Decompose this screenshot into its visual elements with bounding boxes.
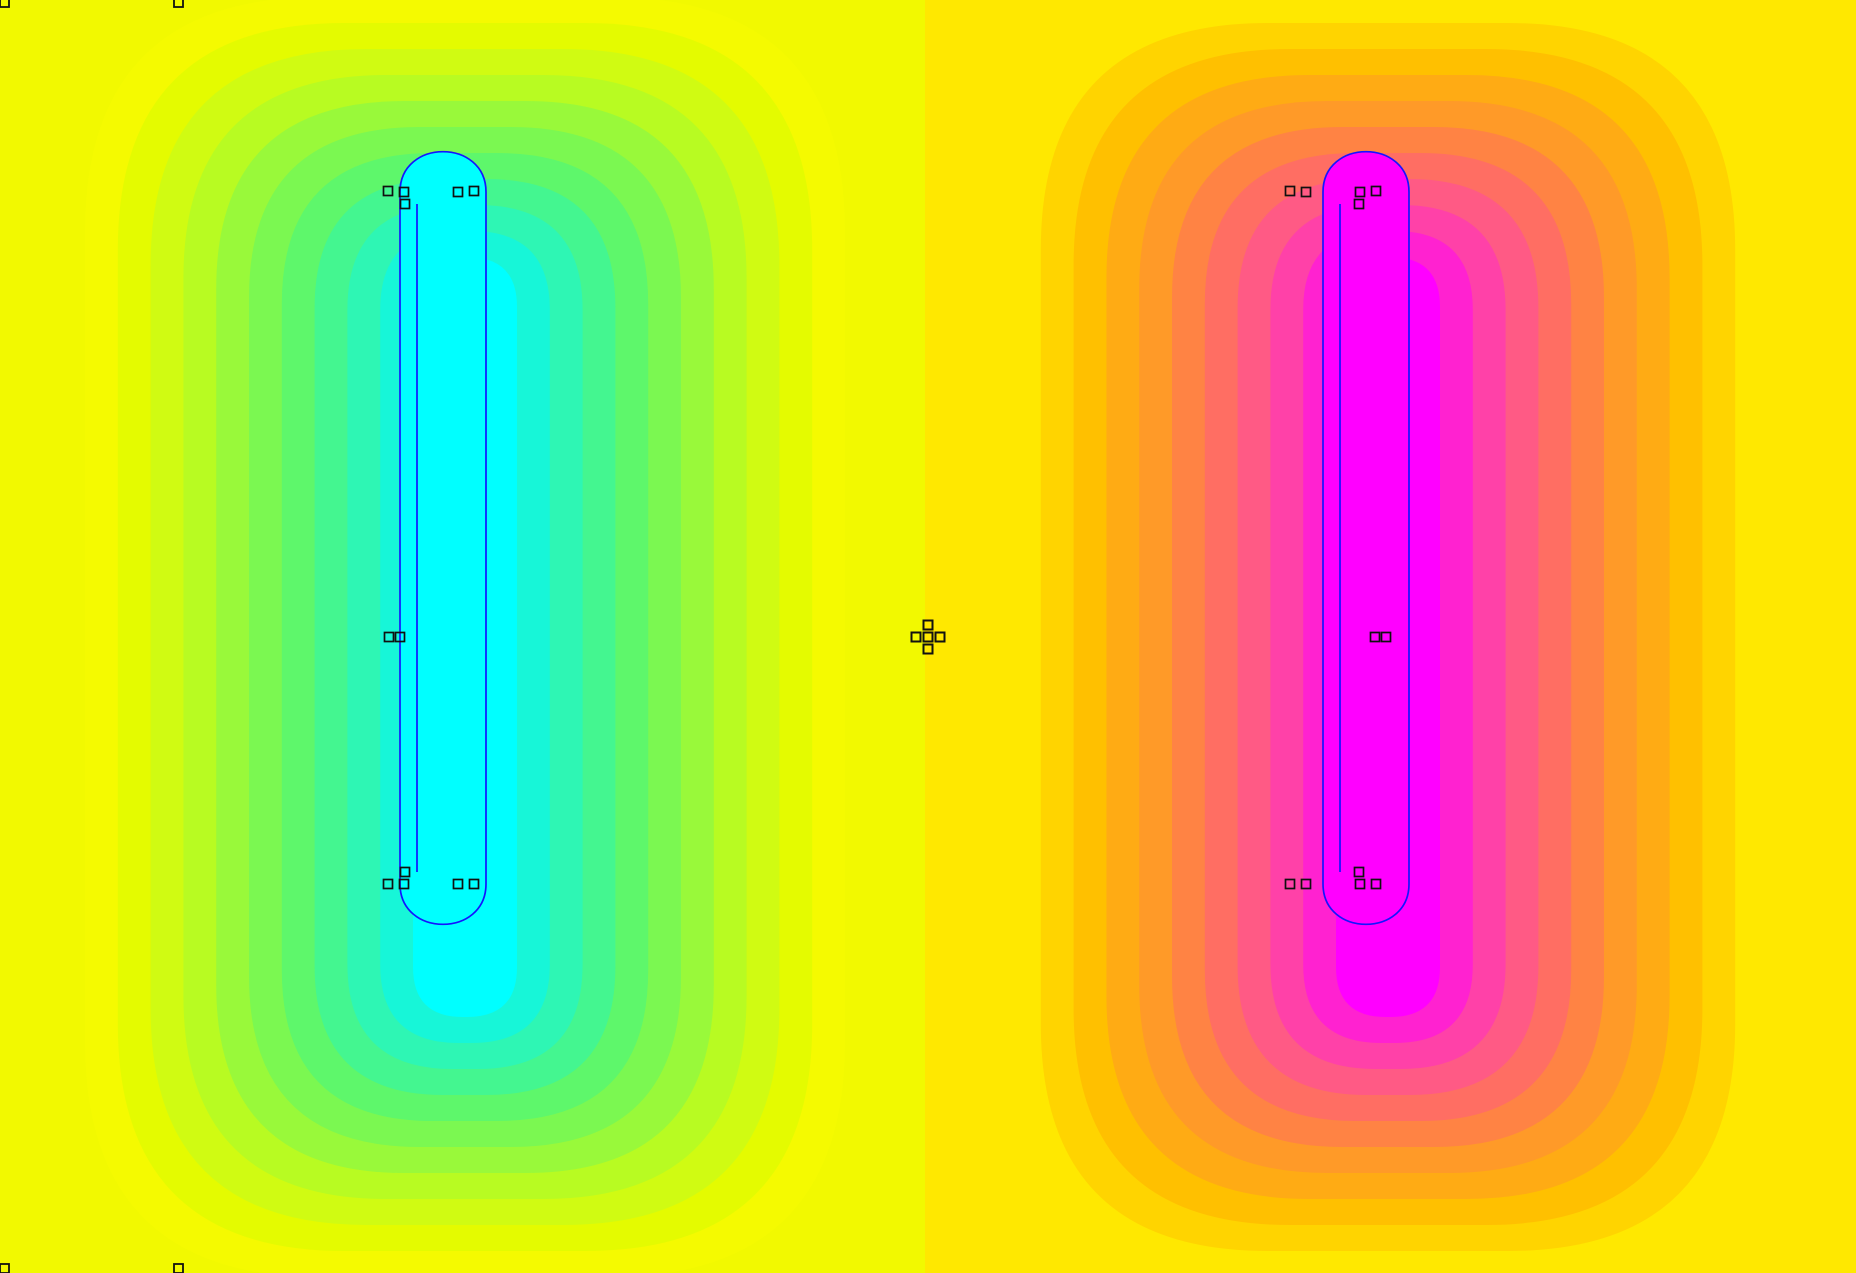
path-outlines xyxy=(399,150,1410,926)
path-nodes xyxy=(382,185,1392,890)
edge-markers xyxy=(0,0,184,1273)
rotation-center-marker[interactable] xyxy=(910,619,946,655)
